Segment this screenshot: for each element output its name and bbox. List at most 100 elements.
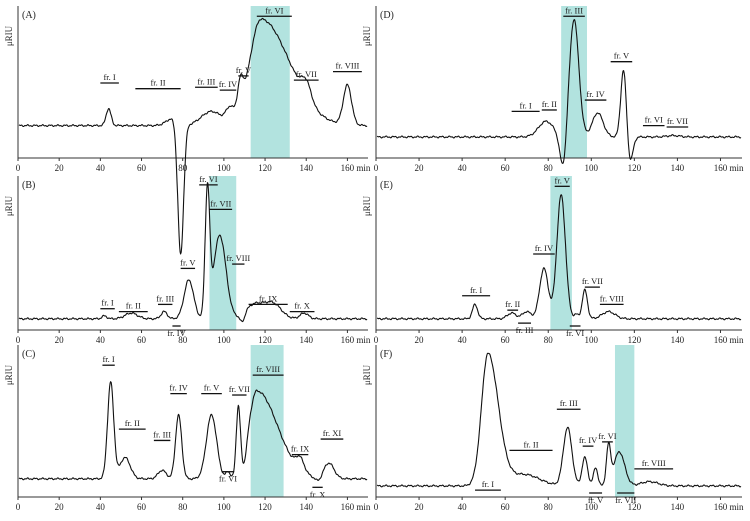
x-tick-label: 80 [178,335,188,345]
chromatogram-trace [376,352,742,488]
highlight-band [250,6,290,158]
fraction-marker: fr. V [236,65,252,77]
panel-label: (E) [380,180,393,191]
fraction-label: fr. IV [579,435,598,445]
x-tick-label: 40 [458,502,468,512]
fraction-label: fr. IV [219,79,238,89]
x-tick-label: 140 [299,335,313,345]
fraction-label: fr. III [565,5,583,15]
x-tick-label: 40 [96,502,106,512]
x-tick-label: 60 [501,335,511,345]
fraction-label: fr. VIII [600,293,624,303]
fraction-marker: fr. III [153,429,171,442]
fraction-label: fr. II [125,418,140,428]
fraction-label: fr. V [204,383,220,393]
x-tick-label: 120 [258,163,272,173]
fraction-marker: fr. IX [291,444,309,456]
fraction-marker: fr. X [289,301,315,313]
x-tick-label: 20 [55,163,65,173]
fraction-label: fr. I [482,479,494,489]
panel-D: (D) μRIU 0 20 40 60 80 100 120 140 160 min fr. I fr. … [362,5,744,173]
fraction-label: fr. VIII [256,364,280,374]
fraction-marker: fr. VIII [634,458,674,470]
fraction-label: fr. VII [229,384,250,394]
x-tick-label: 100 [585,163,599,173]
x-tick-label: 120 [628,335,642,345]
x-tick-label: 160 [341,335,355,345]
fraction-label: fr. IV [586,89,605,99]
fraction-marker: fr. V [588,492,604,505]
x-tick-label: 80 [544,163,554,173]
highlight-band [250,345,284,497]
fraction-marker: fr. III [516,322,534,335]
chromatogram-trace [376,19,742,164]
fraction-marker: fr. I [102,354,115,366]
x-unit-label: min [356,502,371,512]
fraction-label: fr. II [523,439,538,449]
fraction-marker: fr. III [556,398,581,410]
fraction-label: fr. V [180,257,196,267]
fraction-label: fr. V [588,495,604,505]
panel-label: (A) [22,10,36,21]
x-tick-label: 160 [714,502,728,512]
x-tick-label: 140 [671,502,685,512]
fraction-marker: fr. VI [199,174,218,186]
x-tick-label: 0 [374,502,379,512]
fraction-marker: fr. VIII [252,364,284,376]
fraction-label: fr. I [519,100,531,110]
fraction-label: fr. II [126,301,141,311]
fraction-marker: fr. I [100,72,119,84]
fraction-label: fr. X [310,489,326,499]
chromatogram-trace [18,381,368,481]
x-tick-label: 140 [671,163,685,173]
fraction-label: fr. I [103,72,115,82]
fraction-label: fr. IV [535,243,554,253]
x-tick-label: 0 [16,163,21,173]
y-axis-label: μRIU [4,364,14,385]
x-tick-label: 120 [258,335,272,345]
fraction-marker: fr. VIII [600,293,624,306]
panel-F: (F) μRIU 0 20 40 60 80 100 120 140 160 min fr. I fr. … [362,345,744,512]
fraction-label: fr. VI [199,174,217,184]
fraction-label: fr. II [542,99,557,109]
fraction-marker: fr. III [563,5,585,17]
panel-label: (B) [22,180,35,191]
fraction-marker: fr. IV [579,435,598,447]
fraction-label: fr. VI [566,328,584,338]
fraction-label: fr. III [156,293,174,303]
fraction-label: fr. V [555,175,571,185]
x-tick-label: 120 [258,502,272,512]
fraction-marker: fr. V [201,383,222,395]
x-unit-label: min [356,163,371,173]
x-tick-label: 20 [55,502,65,512]
x-tick-label: 60 [501,502,511,512]
x-tick-label: 40 [96,335,106,345]
x-tick-label: 60 [501,163,511,173]
x-tick-label: 100 [217,502,231,512]
panel-A: (A) μRIU 0 20 40 60 80 100 120 140 160 min fr. I fr. … [4,5,371,255]
fraction-label: fr. VI [219,474,237,484]
x-tick-label: 140 [671,335,685,345]
fraction-label: fr. VII [210,198,231,208]
fraction-marker: fr. I [100,298,115,310]
x-tick-label: 20 [415,163,425,173]
fraction-marker: fr. IV [584,89,607,101]
x-tick-label: 160 [341,163,355,173]
x-tick-label: 60 [137,335,147,345]
fraction-marker: fr. IX [248,293,288,306]
x-tick-label: 60 [137,502,147,512]
x-unit-label: min [729,163,744,173]
x-tick-label: 160 [341,502,355,512]
fraction-label: fr. III [560,398,578,408]
fraction-label: fr. VIII [642,458,666,468]
fraction-marker: fr. I [462,285,491,297]
highlight-band [614,345,635,497]
chromatogram-trace [18,17,368,255]
fraction-label: fr. II [505,299,520,309]
fraction-marker: fr. V [180,257,196,270]
fraction-marker: fr. I [475,479,501,491]
fraction-label: fr. X [294,301,310,311]
fraction-label: fr. VI [645,115,663,125]
fraction-label: fr. I [102,354,114,364]
